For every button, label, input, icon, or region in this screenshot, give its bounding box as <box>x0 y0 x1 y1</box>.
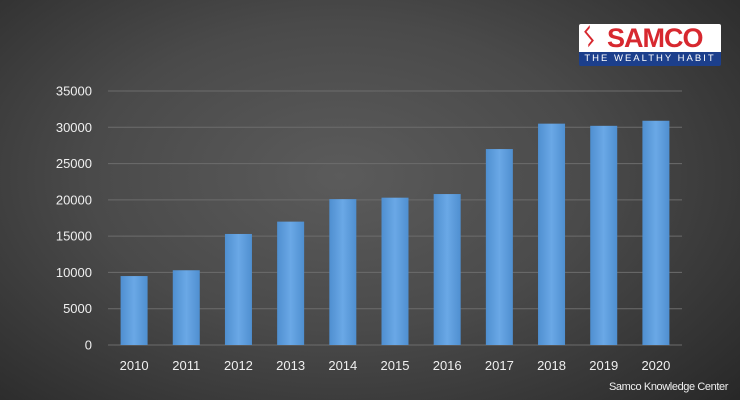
bar-2012 <box>224 233 252 345</box>
samco-logo: ᛊ SAMCO THE WEALTHY HABIT <box>579 24 721 66</box>
bar-2014 <box>329 199 357 345</box>
x-tick-label: 2014 <box>328 358 357 373</box>
bars <box>120 120 670 346</box>
bar-2011 <box>172 270 200 345</box>
x-tick-label: 2010 <box>120 358 149 373</box>
logo-name: SAMCO <box>607 23 703 53</box>
bar-2010 <box>120 276 148 345</box>
x-tick-label: 2016 <box>433 358 462 373</box>
y-tick-label: 30000 <box>56 120 92 135</box>
x-tick-label: 2020 <box>641 358 670 373</box>
x-tick-label: 2017 <box>485 358 514 373</box>
bar-2019 <box>590 125 618 345</box>
x-tick-label: 2015 <box>381 358 410 373</box>
logo-wordmark: ᛊ SAMCO <box>579 24 721 52</box>
x-tick-label: 2018 <box>537 358 566 373</box>
logo-symbol-icon: ᛊ <box>582 24 597 51</box>
y-tick-label: 5000 <box>63 301 92 316</box>
y-tick-label: 10000 <box>56 265 92 280</box>
bar-2017 <box>485 149 513 345</box>
x-tick-label: 2019 <box>589 358 618 373</box>
y-tick-label: 15000 <box>56 229 92 244</box>
y-tick-label: 0 <box>85 338 92 353</box>
bar-2018 <box>538 123 566 346</box>
x-tick-label: 2013 <box>276 358 305 373</box>
y-tick-label: 25000 <box>56 156 92 171</box>
bar-2020 <box>642 120 670 345</box>
x-axis-ticks: 2010 2011 2012 2013 2014 2015 2016 2017 2018 2019… <box>120 358 671 373</box>
x-tick-label: 2011 <box>172 358 200 373</box>
y-tick-label: 20000 <box>56 192 92 207</box>
bar-2015 <box>381 197 409 345</box>
y-tick-label: 35000 <box>56 84 92 99</box>
logo-tagline: THE WEALTHY HABIT <box>579 52 721 66</box>
source-credit: Samco Knowledge Center <box>609 381 728 393</box>
x-tick-label: 2012 <box>224 358 253 373</box>
y-axis-ticks: 0 5000 10000 15000 20000 25000 30000 35000 <box>56 84 92 353</box>
bar-2016 <box>433 194 461 345</box>
bar-2013 <box>277 221 305 345</box>
